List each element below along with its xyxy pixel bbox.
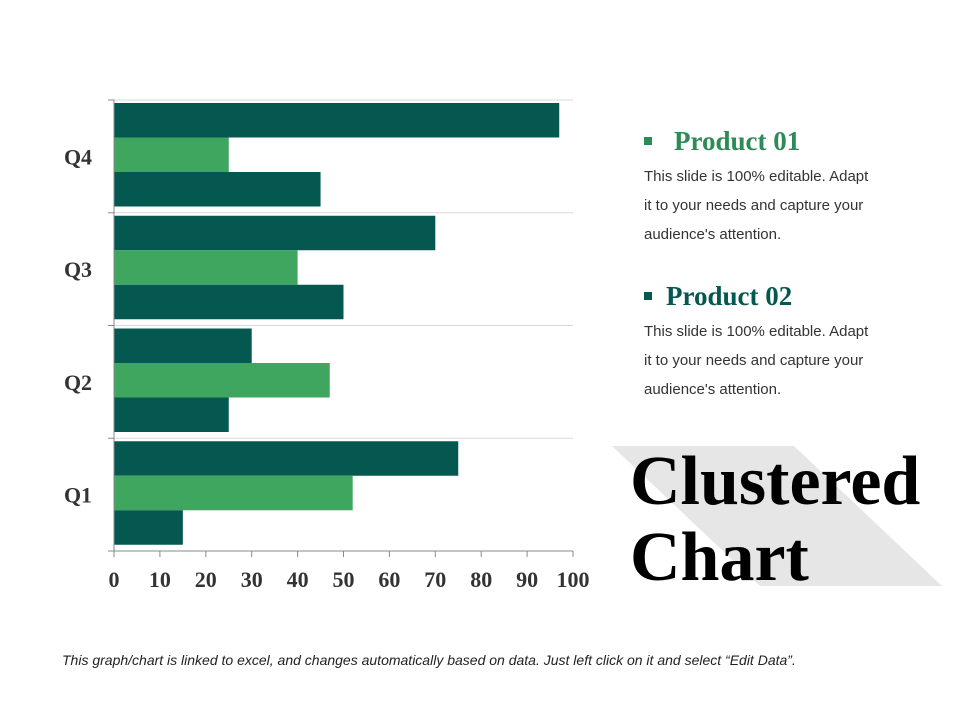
bar-q1-series-2 <box>114 475 353 511</box>
legend-desc-line: audience's attention. <box>644 226 782 243</box>
x-tick-label: 80 <box>470 567 492 592</box>
category-label: Q2 <box>64 370 92 395</box>
legend-title: Product 01 <box>674 126 801 156</box>
decorative-diagonal-band <box>612 446 942 586</box>
bar-q3-series-3 <box>114 284 344 320</box>
category-label: Q3 <box>64 257 92 282</box>
legend-product-01: Product 01 This slide is 100% editable. … <box>644 126 904 249</box>
x-tick-label: 10 <box>149 567 171 592</box>
x-tick-label: 0 <box>109 567 120 592</box>
x-tick-label: 50 <box>333 567 355 592</box>
x-tick-label: 20 <box>195 567 217 592</box>
square-bullet-icon <box>644 137 652 145</box>
bar-q4-series-1 <box>114 103 560 138</box>
bar-q2-series-3 <box>114 397 229 432</box>
bar-q3-series-2 <box>114 250 298 285</box>
category-label: Q1 <box>64 483 92 508</box>
bar-q4-series-3 <box>114 172 321 207</box>
legend-desc-line: audience's attention. <box>644 381 782 398</box>
legend-title: Product 02 <box>666 281 793 311</box>
bar-q1-series-3 <box>114 510 183 545</box>
footer-note: This graph/chart is linked to excel, and… <box>62 652 796 668</box>
category-label: Q4 <box>64 144 92 169</box>
slide-title-line: Clustered <box>630 443 921 520</box>
bar-q2-series-2 <box>114 363 330 398</box>
clustered-bar-chart: 0 10 20 30 40 50 60 70 80 90 100 Q1 Q2 Q3 Q4 <box>64 99 590 592</box>
legend-desc-line: This slide is 100% editable. Adapt <box>644 168 869 185</box>
bar-q2-series-1 <box>114 328 252 363</box>
square-bullet-icon <box>644 292 652 300</box>
bar-q1-series-1 <box>114 441 459 476</box>
legend-desc-line: it to your needs and capture your <box>644 352 864 369</box>
bar-q4-series-2 <box>114 137 229 172</box>
slide-title-line: Chart <box>630 519 809 596</box>
x-tick-label: 40 <box>287 567 309 592</box>
x-tick-label: 60 <box>378 567 400 592</box>
legend-product-02: Product 02 This slide is 100% editable. … <box>644 281 904 404</box>
x-tick-label: 90 <box>516 567 538 592</box>
x-tick-label: 100 <box>557 567 590 592</box>
legend-desc-line: it to your needs and capture your <box>644 197 864 214</box>
legend-desc-line: This slide is 100% editable. Adapt <box>644 323 869 340</box>
x-tick-label: 30 <box>241 567 263 592</box>
x-tick-label: 70 <box>424 567 446 592</box>
slide-title: Clustered Chart <box>630 444 920 596</box>
bar-q3-series-1 <box>114 215 436 251</box>
